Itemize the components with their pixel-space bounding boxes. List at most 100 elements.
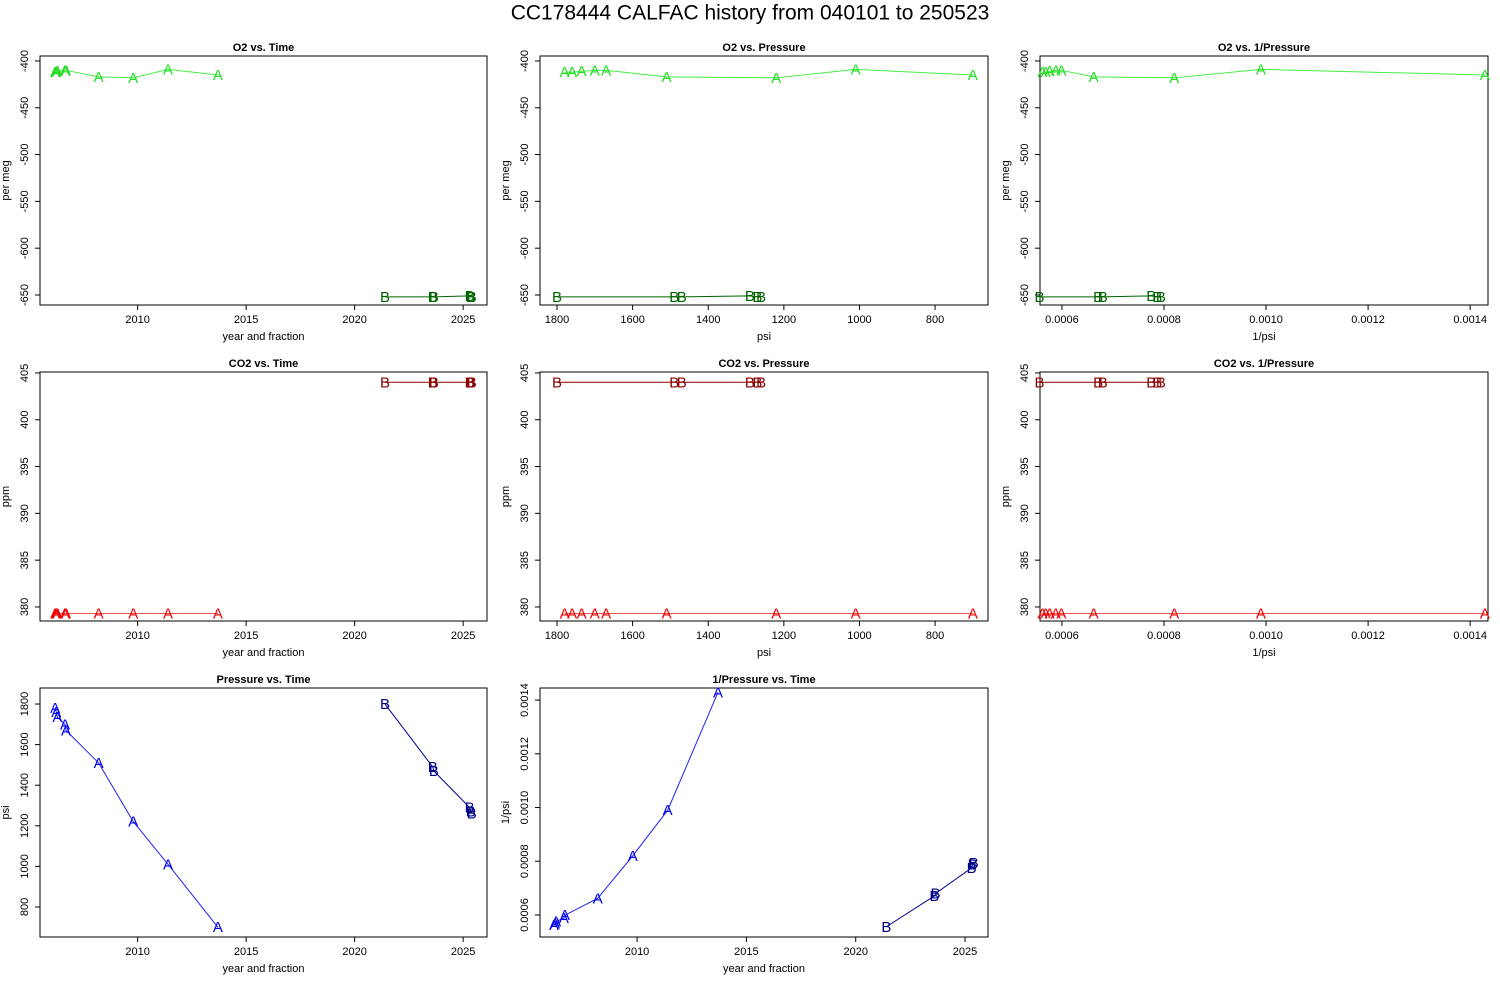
point-marker: B: [931, 885, 941, 902]
x-tick-label: 0.0008: [1147, 630, 1181, 642]
x-axis-label: 1/psi: [1252, 331, 1275, 343]
point-marker: B: [429, 289, 439, 306]
point-marker: A: [577, 63, 587, 80]
point-marker: A: [1051, 605, 1061, 622]
x-tick-label: 2015: [234, 946, 258, 958]
y-tick-label: 390: [1019, 504, 1031, 522]
y-tick-label: 400: [519, 411, 531, 429]
x-tick-label: 2015: [234, 314, 258, 326]
x-tick-label: 1200: [772, 630, 796, 642]
x-tick-label: 2025: [451, 314, 475, 326]
y-tick-label: 400: [1019, 411, 1031, 429]
point-marker: B: [465, 799, 475, 816]
point-marker: B: [1034, 289, 1044, 306]
point-marker: B: [466, 804, 476, 821]
point-marker: B: [1156, 289, 1166, 306]
y-tick-label: 1800: [19, 692, 31, 716]
y-axis-label: psi: [0, 805, 12, 819]
y-tick-label: -600: [1019, 237, 1031, 259]
point-marker: A: [851, 61, 861, 78]
point-marker: A: [94, 69, 104, 86]
y-tick-label: -650: [519, 284, 531, 306]
point-marker: B: [756, 289, 766, 306]
point-marker: A: [551, 913, 561, 930]
y-tick-label: 800: [19, 898, 31, 916]
x-tick-label: 2025: [953, 946, 977, 958]
point-marker: B: [429, 763, 439, 780]
x-tick-label: 2010: [125, 946, 149, 958]
x-axis-label: 1/psi: [1252, 647, 1275, 659]
point-marker: A: [61, 722, 71, 739]
point-marker: B: [1098, 289, 1108, 306]
point-marker: A: [771, 605, 781, 622]
y-tick-label: -400: [19, 50, 31, 72]
point-marker: A: [60, 62, 70, 79]
point-marker: B: [1098, 374, 1108, 391]
point-marker: A: [163, 605, 173, 622]
point-marker: A: [851, 605, 861, 622]
point-marker: A: [1051, 62, 1061, 79]
y-tick-label: 395: [19, 457, 31, 475]
x-tick-label: 0.0006: [1045, 314, 1079, 326]
point-marker: A: [163, 61, 173, 78]
point-marker: A: [1045, 63, 1055, 80]
x-axis-label: psi: [757, 331, 771, 343]
point-marker: B: [1146, 374, 1156, 391]
series-line: [886, 862, 975, 928]
plot-frame: [39, 687, 488, 938]
point-marker: A: [663, 802, 673, 819]
y-tick-label: -550: [519, 190, 531, 212]
x-tick-label: 1800: [545, 314, 569, 326]
y-tick-label: -550: [1019, 190, 1031, 212]
x-tick-label: 1600: [620, 314, 644, 326]
point-marker: A: [559, 910, 569, 927]
point-marker: A: [1038, 605, 1048, 622]
series-line: [385, 295, 472, 298]
point-marker: A: [593, 890, 603, 907]
y-axis-label: ppm: [500, 486, 512, 507]
point-marker: A: [163, 856, 173, 873]
point-marker: A: [1038, 64, 1048, 81]
point-marker: A: [590, 62, 600, 79]
y-tick-label: 405: [1019, 364, 1031, 382]
point-marker: A: [1089, 69, 1099, 86]
plot-frame: [539, 687, 989, 938]
point-marker: A: [1089, 605, 1099, 622]
series-line: [564, 68, 973, 79]
point-marker: B: [1034, 374, 1044, 391]
series-line: [557, 295, 762, 298]
point-marker: B: [745, 288, 755, 305]
y-tick-label: 385: [19, 551, 31, 569]
point-marker: A: [51, 64, 61, 81]
point-marker: B: [428, 374, 438, 391]
point-marker: A: [1056, 62, 1066, 79]
point-marker: B: [466, 289, 476, 306]
x-tick-label: 0.0014: [1453, 314, 1487, 326]
point-marker: A: [1169, 605, 1179, 622]
y-axis-label: per meg: [0, 160, 12, 200]
y-tick-label: 405: [519, 364, 531, 382]
x-tick-label: 0.0012: [1351, 630, 1385, 642]
point-marker: B: [380, 289, 390, 306]
point-marker: A: [1256, 61, 1266, 78]
panel-title: O2 vs. 1/Pressure: [1218, 42, 1310, 54]
x-tick-label: 2015: [734, 946, 758, 958]
point-marker: B: [465, 288, 475, 305]
point-marker: B: [1156, 374, 1166, 391]
point-marker: A: [61, 605, 71, 622]
y-tick-label: 1000: [19, 854, 31, 878]
y-axis-label: per meg: [500, 160, 512, 200]
point-marker: B: [467, 806, 477, 823]
point-marker: B: [669, 374, 679, 391]
point-marker: A: [1041, 605, 1051, 622]
point-marker: B: [428, 289, 438, 306]
series-line: [1039, 295, 1161, 298]
x-tick-label: 0.0006: [1045, 630, 1079, 642]
y-tick-label: 0.0008: [519, 844, 531, 878]
point-marker: A: [61, 62, 71, 79]
plot-frame: [1039, 371, 1489, 622]
y-tick-label: -600: [19, 237, 31, 259]
point-marker: B: [380, 374, 390, 391]
x-tick-label: 2020: [342, 314, 366, 326]
